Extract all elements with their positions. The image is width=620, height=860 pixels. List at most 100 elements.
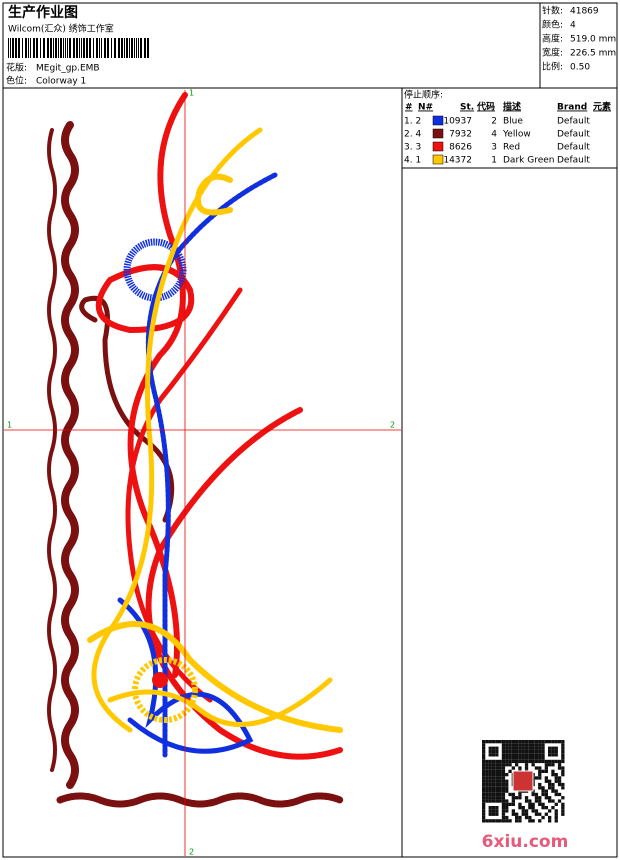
code: 4 — [491, 130, 497, 140]
qr-cell — [511, 746, 515, 750]
qr-cell — [498, 782, 502, 787]
qr-cell — [511, 740, 515, 744]
bar-line — [25, 38, 27, 58]
qr-cell — [505, 779, 509, 783]
qr-cell — [534, 759, 539, 764]
qr-cell — [482, 779, 486, 783]
qr-cell — [541, 753, 545, 757]
qr-cell — [544, 806, 548, 810]
qr-cell — [482, 802, 486, 806]
bar-line — [76, 38, 78, 58]
qr-cell — [561, 786, 565, 790]
qr-cell — [521, 746, 525, 750]
qr-cell — [505, 819, 509, 823]
qr-cell — [557, 766, 562, 770]
qr-cell — [538, 782, 542, 787]
colorway: Colorway 1 — [36, 77, 86, 87]
code: 1 — [491, 156, 497, 166]
qr-cell — [541, 756, 545, 760]
qr-cell — [534, 799, 539, 803]
qr-cell — [518, 819, 522, 823]
qr-cell — [561, 740, 565, 744]
qr-cell — [561, 766, 565, 770]
qr-cell — [541, 792, 545, 797]
qr-cell — [485, 792, 489, 797]
qr-cell — [518, 749, 522, 754]
qr-cell — [495, 819, 499, 823]
qr-cell — [482, 773, 486, 777]
qr-cell — [544, 789, 548, 793]
qr-cell — [498, 763, 502, 767]
qr-cell — [505, 773, 509, 777]
qr-cell — [488, 796, 492, 800]
qr-cell — [551, 763, 555, 767]
qr-cell — [548, 749, 552, 754]
bar-line — [89, 38, 91, 58]
qr-cell — [538, 759, 542, 764]
qr-cell — [531, 749, 535, 754]
qr-cell — [521, 749, 525, 754]
bar-line — [36, 38, 38, 58]
qr-cell — [524, 809, 529, 813]
bar-line — [93, 38, 94, 58]
qr-cell — [544, 763, 548, 767]
qr-cell — [528, 743, 532, 747]
qr-cell — [554, 740, 558, 744]
qr-cell — [488, 819, 492, 823]
qr-cell — [554, 773, 558, 777]
qr-cell — [551, 786, 555, 790]
qr-cell — [551, 759, 555, 764]
qr-cell — [528, 746, 532, 750]
qr-cell — [515, 763, 519, 767]
qr-cell — [554, 792, 558, 797]
qr-cell — [501, 786, 506, 790]
qr-cell — [515, 753, 519, 757]
qr-cell — [495, 753, 499, 757]
qr-cell — [482, 806, 486, 810]
qr-cell — [488, 812, 492, 816]
qr-cell — [491, 812, 496, 816]
qr-cell — [554, 815, 558, 820]
color-swatch — [432, 141, 444, 152]
qr-cell — [538, 753, 542, 757]
bar-line — [63, 38, 64, 58]
qr-cell — [491, 792, 496, 797]
qr-cell — [534, 776, 539, 780]
qr-cell — [518, 746, 522, 750]
info-label: 颜色: — [542, 19, 563, 31]
qr-cell — [521, 759, 525, 764]
qr-cell — [495, 806, 499, 810]
qr-cell — [485, 773, 489, 777]
qr-cell — [551, 746, 555, 750]
qr-cell — [498, 799, 502, 803]
qr-cell — [541, 802, 545, 806]
qr-cell — [544, 812, 548, 816]
qr-cell — [544, 796, 548, 800]
qr-cell — [482, 769, 486, 773]
bar-line — [60, 38, 62, 58]
bar-line — [114, 38, 116, 58]
qr-cell — [548, 815, 552, 820]
qr-cell — [511, 766, 515, 770]
qr-cell — [505, 786, 509, 790]
qr-cell — [482, 812, 486, 816]
qr-cell — [511, 792, 515, 797]
qr-cell — [501, 806, 506, 810]
qr-cell — [485, 769, 489, 773]
qr-cell — [534, 743, 539, 747]
bar-line — [15, 38, 17, 58]
bar-line — [118, 38, 120, 58]
bar-line — [140, 38, 142, 58]
qr-cell — [482, 786, 486, 790]
bar-line — [18, 38, 20, 58]
qr-cell — [501, 740, 506, 744]
qr-cell — [548, 753, 552, 757]
qr-cell — [548, 796, 552, 800]
qr-cell — [488, 773, 492, 777]
qr-cell — [511, 802, 515, 806]
qr-cell — [491, 806, 496, 810]
qr-cell — [495, 746, 499, 750]
bar-line — [121, 38, 123, 58]
qr-cell — [538, 746, 542, 750]
qr-cell — [498, 766, 502, 770]
